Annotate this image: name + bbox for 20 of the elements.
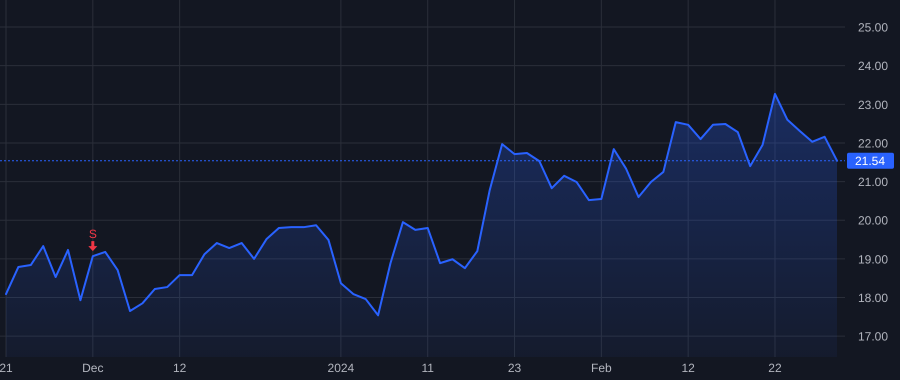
x-tick-label: Dec (82, 361, 104, 375)
ref-line-label: 21.54 (854, 154, 886, 168)
x-tick-label: 23 (508, 361, 522, 375)
x-tick-label: 22 (768, 361, 782, 375)
x-tick-label: 11 (421, 361, 434, 375)
x-tick-label: 21 (0, 361, 13, 375)
y-tick-label: 18.00 (858, 291, 888, 305)
x-tick-label: Feb (591, 361, 612, 375)
y-tick-label: 25.00 (858, 20, 888, 35)
y-tick-label: 19.00 (858, 252, 888, 266)
y-tick-label: 21.00 (858, 175, 888, 190)
y-tick-label: 17.00 (858, 330, 888, 344)
y-tick-label: 20.00 (858, 214, 888, 228)
y-tick-label: 24.00 (858, 59, 888, 74)
y-tick-label: 23.00 (858, 98, 888, 112)
x-tick-label: 2024 (328, 361, 355, 375)
y-tick-label: 22.00 (858, 136, 888, 150)
x-tick-label: 12 (681, 361, 696, 375)
x-tick-label: 12 (172, 361, 187, 375)
annotation: S (88, 227, 97, 242)
